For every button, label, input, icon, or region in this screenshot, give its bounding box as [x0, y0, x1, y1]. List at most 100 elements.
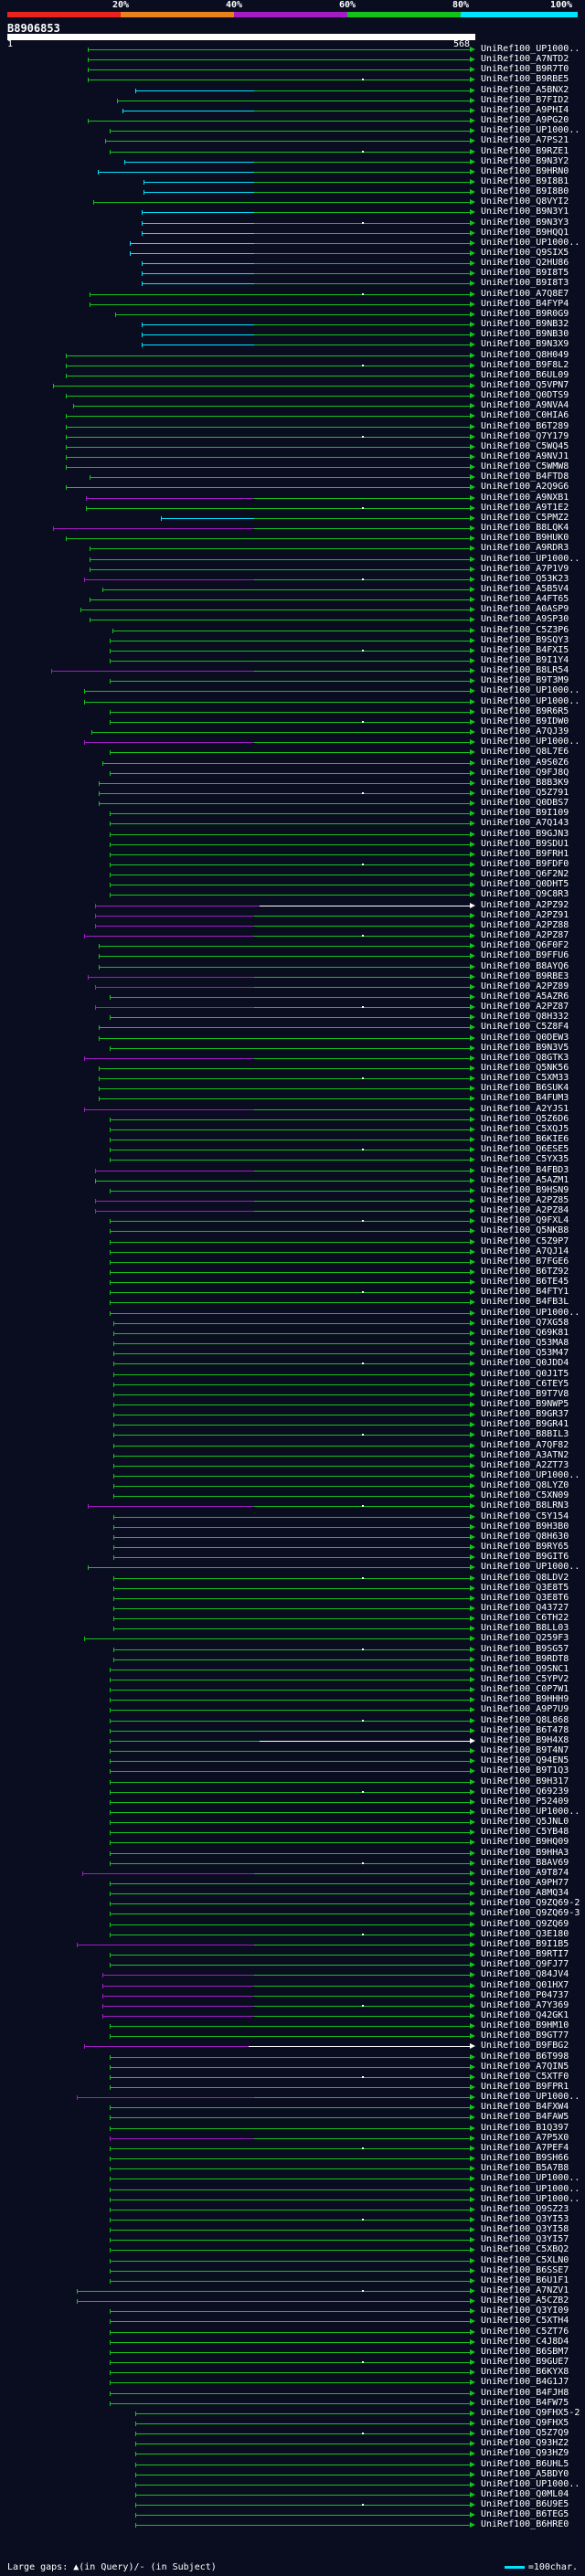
hit-label[interactable]: UniRef100_Q8H049 [481, 349, 569, 360]
hit-label[interactable]: UniRef100_UP1000.. [481, 2173, 580, 2184]
hit-row[interactable]: UniRef100_C5Z8F4 [0, 1022, 585, 1033]
hit-row[interactable]: UniRef100_Q5NK56 [0, 1063, 585, 1074]
hit-row[interactable]: UniRef100_B6TZ92 [0, 1267, 585, 1277]
hit-label[interactable]: UniRef100_Q3E8T6 [481, 1592, 569, 1603]
hit-label[interactable]: UniRef100_B9R6R5 [481, 705, 569, 716]
hit-label[interactable]: UniRef100_A2ZT73 [481, 1459, 569, 1470]
hit-row[interactable]: UniRef100_B9FBG2 [0, 2041, 585, 2051]
hit-label[interactable]: UniRef100_B9N3Y1 [481, 207, 569, 217]
hit-label[interactable]: UniRef100_B8LL03 [481, 1623, 569, 1634]
hit-label[interactable]: UniRef100_B9GJN3 [481, 828, 569, 839]
hit-row[interactable]: UniRef100_B9HHH9 [0, 1694, 585, 1705]
hit-row[interactable]: UniRef100_B9F8L2 [0, 359, 585, 371]
hit-row[interactable]: UniRef100_B9I1B5 [0, 1939, 585, 1950]
hit-label[interactable]: UniRef100_Q8H630 [481, 1531, 569, 1542]
hit-label[interactable]: UniRef100_B9H4X8 [481, 1734, 569, 1745]
hit-label[interactable]: UniRef100_A2PZ87 [481, 1002, 569, 1012]
hit-row[interactable]: UniRef100_B9HQ09 [0, 1837, 585, 1848]
hit-row[interactable]: UniRef100_B9HRN0 [0, 165, 585, 177]
hit-row[interactable]: UniRef100_Q8VYI2 [0, 196, 585, 207]
hit-row[interactable]: UniRef100_C6TEY5 [0, 1378, 585, 1390]
hit-label[interactable]: UniRef100_Q8L7E6 [481, 747, 569, 758]
hit-row[interactable]: UniRef100_A9NVA4 [0, 400, 585, 411]
hit-label[interactable]: UniRef100_C5ZT76 [481, 2326, 569, 2337]
hit-row[interactable]: UniRef100_B9R0G9 [0, 309, 585, 320]
hit-row[interactable]: UniRef100_A9NXB1 [0, 493, 585, 504]
hit-label[interactable]: UniRef100_B9SDU1 [481, 838, 569, 849]
hit-row[interactable]: UniRef100_Q8GTK3 [0, 1053, 585, 1064]
hit-row[interactable]: UniRef100_B8AV69 [0, 1858, 585, 1869]
hit-row[interactable]: UniRef100_Q0DTS9 [0, 390, 585, 401]
hit-row[interactable]: UniRef100_B4FB3L [0, 1297, 585, 1308]
hit-row[interactable]: UniRef100_B6KIE6 [0, 1134, 585, 1145]
hit-label[interactable]: UniRef100_C6TEY5 [481, 1378, 569, 1389]
hit-row[interactable]: UniRef100_Q3E8T5 [0, 1583, 585, 1594]
hit-label[interactable]: UniRef100_A7Q8E7 [481, 288, 569, 299]
hit-label[interactable]: UniRef100_B9NB32 [481, 319, 569, 330]
hit-row[interactable]: UniRef100_Q5JNL0 [0, 1817, 585, 1828]
hit-label[interactable]: UniRef100_UP1000.. [481, 2183, 580, 2194]
hit-row[interactable]: UniRef100_B9RBE5 [0, 74, 585, 85]
hit-row[interactable]: UniRef100_A2PZ85 [0, 1195, 585, 1206]
hit-label[interactable]: UniRef100_B4FTD8 [481, 472, 569, 482]
hit-row[interactable]: UniRef100_UP1000.. [0, 696, 585, 707]
hit-label[interactable]: UniRef100_C5XM33 [481, 1073, 569, 1084]
hit-label[interactable]: UniRef100_A3ATN2 [481, 1449, 569, 1460]
hit-row[interactable]: UniRef100_Q8LYZ0 [0, 1480, 585, 1491]
hit-row[interactable]: UniRef100_B9NB30 [0, 329, 585, 340]
hit-row[interactable]: UniRef100_UP1000.. [0, 2479, 585, 2490]
hit-row[interactable]: UniRef100_B9HM10 [0, 2020, 585, 2031]
hit-label[interactable]: UniRef100_B9HRN0 [481, 165, 569, 176]
hit-label[interactable]: UniRef100_B9SG57 [481, 1643, 569, 1654]
hit-label[interactable]: UniRef100_P04737 [481, 1989, 569, 2000]
hit-label[interactable]: UniRef100_C5Z8F4 [481, 1022, 569, 1033]
hit-row[interactable]: UniRef100_B9I1Y4 [0, 655, 585, 666]
hit-row[interactable]: UniRef100_C5XQJ5 [0, 1123, 585, 1135]
hit-row[interactable]: UniRef100_UP1000.. [0, 554, 585, 565]
hit-label[interactable]: UniRef100_B9I1Y4 [481, 655, 569, 665]
hit-label[interactable]: UniRef100_B9R7T0 [481, 64, 569, 75]
hit-label[interactable]: UniRef100_B9GT77 [481, 2030, 569, 2041]
hit-label[interactable]: UniRef100_Q93HZ2 [481, 2438, 569, 2449]
hit-label[interactable]: UniRef100_B8LRN3 [481, 1500, 569, 1511]
hit-row[interactable]: UniRef100_Q6F2N2 [0, 869, 585, 880]
hit-row[interactable]: UniRef100_UP1000.. [0, 1470, 585, 1481]
hit-label[interactable]: UniRef100_C6TH22 [481, 1613, 569, 1624]
hit-row[interactable]: UniRef100_B8LR54 [0, 665, 585, 676]
hit-row[interactable]: UniRef100_Q9ZQ69-2 [0, 1898, 585, 1909]
hit-label[interactable]: UniRef100_B4FXI5 [481, 644, 569, 655]
hit-label[interactable]: UniRef100_A7NTD2 [481, 54, 569, 65]
hit-row[interactable]: UniRef100_A0ASP9 [0, 604, 585, 615]
hit-row[interactable]: UniRef100_C0HIA6 [0, 410, 585, 421]
hit-label[interactable]: UniRef100_A7P1V9 [481, 563, 569, 574]
hit-label[interactable]: UniRef100_A9T1E2 [481, 502, 569, 513]
hit-label[interactable]: UniRef100_Q6F0F2 [481, 940, 569, 951]
hit-label[interactable]: UniRef100_Q9FXL4 [481, 1215, 569, 1226]
hit-label[interactable]: UniRef100_B4G1J7 [481, 2377, 569, 2388]
hit-label[interactable]: UniRef100_A9PG20 [481, 115, 569, 126]
hit-label[interactable]: UniRef100_Q3YI53 [481, 2213, 569, 2224]
hit-row[interactable]: UniRef100_C5WMW8 [0, 461, 585, 472]
hit-row[interactable]: UniRef100_Q53M47 [0, 1348, 585, 1359]
hit-row[interactable]: UniRef100_UP1000.. [0, 1807, 585, 1818]
hit-label[interactable]: UniRef100_B9IDW0 [481, 716, 569, 726]
hit-label[interactable]: UniRef100_B9NWP5 [481, 1398, 569, 1409]
hit-label[interactable]: UniRef100_A2PZ92 [481, 899, 569, 910]
hit-row[interactable]: UniRef100_P52409 [0, 1797, 585, 1807]
hit-row[interactable]: UniRef100_Q69K81 [0, 1327, 585, 1339]
hit-label[interactable]: UniRef100_B6T998 [481, 2051, 569, 2062]
hit-label[interactable]: UniRef100_A5CZB2 [481, 2295, 569, 2306]
hit-row[interactable]: UniRef100_Q93HZ2 [0, 2438, 585, 2449]
hit-row[interactable]: UniRef100_UP1000.. [0, 44, 585, 55]
hit-row[interactable]: UniRef100_A2PZ84 [0, 1205, 585, 1216]
hit-row[interactable]: UniRef100_B9NWP5 [0, 1398, 585, 1410]
hit-row[interactable]: UniRef100_Q5VPN7 [0, 380, 585, 391]
hit-label[interactable]: UniRef100_B9FPR1 [481, 2082, 569, 2092]
hit-label[interactable]: UniRef100_Q69K81 [481, 1327, 569, 1338]
hit-label[interactable]: UniRef100_B9T4N7 [481, 1745, 569, 1756]
hit-row[interactable]: UniRef100_A9S0Z6 [0, 758, 585, 769]
hit-row[interactable]: UniRef100_Q84JV4 [0, 1969, 585, 1980]
hit-label[interactable]: UniRef100_B9F8L2 [481, 359, 569, 370]
hit-label[interactable]: UniRef100_A7PS21 [481, 135, 569, 146]
hit-label[interactable]: UniRef100_C5XQJ5 [481, 1123, 569, 1134]
